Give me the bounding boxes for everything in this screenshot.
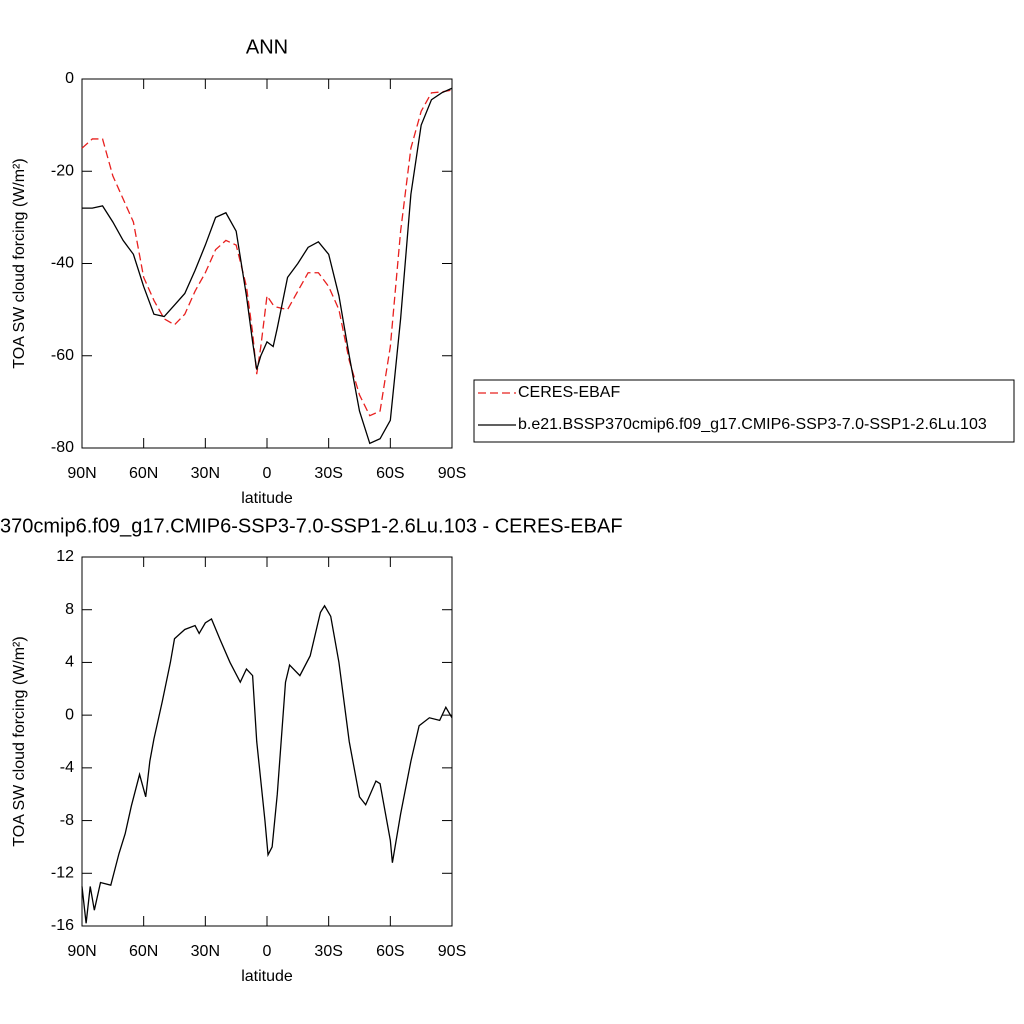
x-tick-label: 90S: [438, 943, 466, 960]
y-tick-label: -16: [51, 917, 74, 934]
chart-title: ANN: [246, 36, 288, 58]
legend-label: CERES-EBAF: [518, 384, 620, 401]
y-axis-label: TOA SW cloud forcing (W/m²): [11, 158, 28, 368]
x-tick-label: 90N: [67, 465, 96, 482]
y-axis-label: TOA SW cloud forcing (W/m²): [11, 636, 28, 846]
x-tick-label: 60N: [129, 943, 158, 960]
y-tick-label: -20: [51, 162, 74, 179]
y-tick-label: -12: [51, 865, 74, 882]
x-axis-label: latitude: [241, 490, 293, 507]
x-tick-label: 30N: [191, 943, 220, 960]
x-tick-label: 30N: [191, 465, 220, 482]
y-tick-label: 0: [65, 70, 74, 87]
y-tick-label: 12: [56, 548, 74, 565]
x-tick-label: 0: [263, 465, 272, 482]
legend-label: b.e21.BSSP370cmip6.f09_g17.CMIP6-SSP3-7.…: [518, 416, 987, 433]
data-line: [81, 89, 453, 417]
x-tick-label: 60N: [129, 465, 158, 482]
x-tick-label: 90S: [438, 465, 466, 482]
x-tick-label: 60S: [376, 943, 404, 960]
x-tick-label: 60S: [376, 465, 404, 482]
x-tick-label: 0: [263, 943, 272, 960]
x-axis-label: latitude: [241, 968, 293, 985]
y-tick-label: -4: [60, 759, 74, 776]
y-tick-label: 8: [65, 601, 74, 618]
y-tick-label: -8: [60, 812, 74, 829]
plot-frame: [81, 78, 453, 449]
legend-box: [473, 379, 1015, 443]
x-tick-label: 30S: [314, 943, 342, 960]
x-tick-label: 90N: [67, 943, 96, 960]
x-tick-label: 30S: [314, 465, 342, 482]
y-tick-label: -60: [51, 347, 74, 364]
y-tick-label: 4: [65, 654, 74, 671]
plot-frame: [81, 556, 453, 927]
y-tick-label: 0: [65, 706, 74, 723]
chart-title: 370cmip6.f09_g17.CMIP6-SSP3-7.0-SSP1-2.6…: [0, 515, 623, 537]
data-line: [82, 87, 453, 445]
data-line: [81, 604, 453, 924]
y-tick-label: -80: [51, 439, 74, 456]
y-tick-label: -40: [51, 255, 74, 272]
